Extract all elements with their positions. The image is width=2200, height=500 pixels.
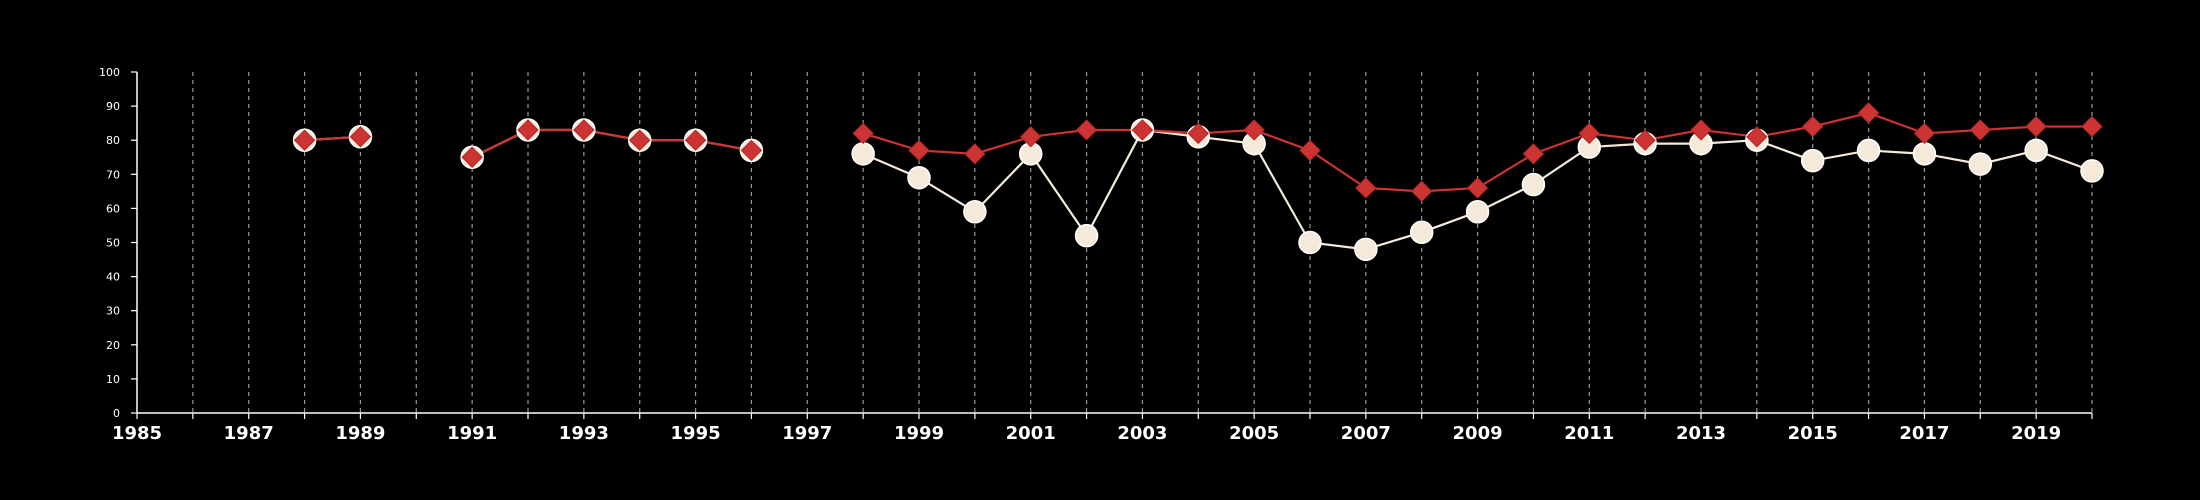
y-tick-label-100: 100 (99, 66, 120, 79)
circle-point-2007 (1354, 237, 1378, 262)
y-tick-label-20: 20 (106, 339, 120, 352)
diamond-point-2014 (1746, 126, 1768, 148)
x-tick-label-1987: 1987 (224, 423, 274, 444)
diamond-point-1992 (517, 119, 539, 141)
x-tick-label-1999: 1999 (894, 423, 944, 444)
diamond-point-2009 (1466, 177, 1489, 199)
circle-point-2006 (1298, 230, 1322, 255)
diamond-point-2016 (1857, 102, 1880, 124)
circle-point-2020 (2080, 159, 2104, 183)
circle-point-2018 (1968, 152, 1993, 176)
x-tick-label-2001: 2001 (1006, 423, 1056, 444)
y-tick-label-60: 60 (106, 202, 120, 215)
diamond-point-1999 (908, 139, 930, 162)
y-tick-label-90: 90 (106, 100, 120, 113)
diamond-point-2020 (2081, 115, 2103, 138)
diamond-point-2013 (1690, 119, 1712, 141)
diamond-point-2015 (1802, 115, 1824, 138)
y-tick-label-10: 10 (106, 373, 120, 386)
x-tick-label-2015: 2015 (1788, 423, 1838, 444)
diamond-point-1998 (852, 122, 874, 145)
diamond-point-2006 (1299, 139, 1321, 162)
diamond-point-2000 (964, 143, 986, 165)
x-tick-label-2017: 2017 (1899, 423, 1949, 444)
diamond-point-1994 (629, 129, 651, 151)
circle-point-2017 (1912, 142, 1937, 166)
circle-point-2008 (1409, 220, 1434, 245)
diamond-point-2002 (1075, 119, 1098, 141)
diamond-point-2005 (1243, 119, 1265, 141)
circle-point-2009 (1465, 200, 1490, 224)
circle-point-2002 (1074, 223, 1099, 248)
diamond-point-1988 (293, 129, 316, 151)
x-tick-label-1991: 1991 (447, 423, 497, 444)
diamond-point-1995 (684, 129, 707, 151)
y-tick-label-70: 70 (106, 168, 120, 181)
diamond-point-2010 (1522, 143, 1545, 165)
diamond-point-2019 (2025, 115, 2047, 138)
data-series (292, 102, 2104, 262)
x-tick-label-2009: 2009 (1453, 423, 1503, 444)
y-tick-label-40: 40 (106, 271, 120, 284)
x-tick-label-2007: 2007 (1341, 423, 1391, 444)
diamond-point-2003 (1131, 119, 1154, 141)
circle-point-2015 (1800, 148, 1825, 173)
axes: 0 10 20 30 40 50 60 70 80 90 100 1985 1987 1989 1991 19… (99, 66, 2093, 444)
diamond-point-2001 (1020, 126, 1042, 148)
x-tick-label-1985: 1985 (112, 423, 162, 444)
diamond-point-1993 (573, 119, 595, 141)
diamond-point-2004 (1187, 122, 1209, 145)
x-tick-label-2019: 2019 (2011, 423, 2061, 444)
circle-point-2016 (1856, 138, 1881, 163)
circle-point-1999 (907, 165, 931, 190)
circle-point-2019 (2024, 138, 2048, 163)
x-tick-label-2013: 2013 (1676, 423, 1726, 444)
diamond-point-2008 (1411, 180, 1433, 203)
x-tick-label-1995: 1995 (671, 423, 721, 444)
circle-point-2000 (963, 200, 987, 224)
x-tick-label-1989: 1989 (335, 423, 385, 444)
x-tick-label-2011: 2011 (1564, 423, 1614, 444)
x-tick-label-2005: 2005 (1229, 423, 1279, 444)
diamond-point-2012 (1634, 129, 1656, 151)
diamond-point-2011 (1578, 122, 1600, 145)
diamond-point-2017 (1913, 122, 1936, 145)
diamond-point-1991 (461, 146, 483, 168)
x-tick-label-1993: 1993 (559, 423, 609, 444)
diamond-point-1989 (349, 126, 372, 148)
x-tick-label-2003: 2003 (1117, 423, 1167, 444)
circle-point-2010 (1521, 172, 1546, 197)
circle-point-1998 (851, 142, 875, 166)
diamond-point-2018 (1969, 119, 1991, 141)
diamond-point-1996 (740, 139, 763, 162)
y-tick-label-30: 30 (106, 305, 120, 318)
y-tick-label-80: 80 (106, 134, 120, 147)
y-tick-label-0: 0 (113, 407, 120, 420)
y-tick-label-50: 50 (106, 237, 120, 250)
diamond-point-2007 (1355, 177, 1377, 199)
x-tick-label-1997: 1997 (782, 423, 832, 444)
